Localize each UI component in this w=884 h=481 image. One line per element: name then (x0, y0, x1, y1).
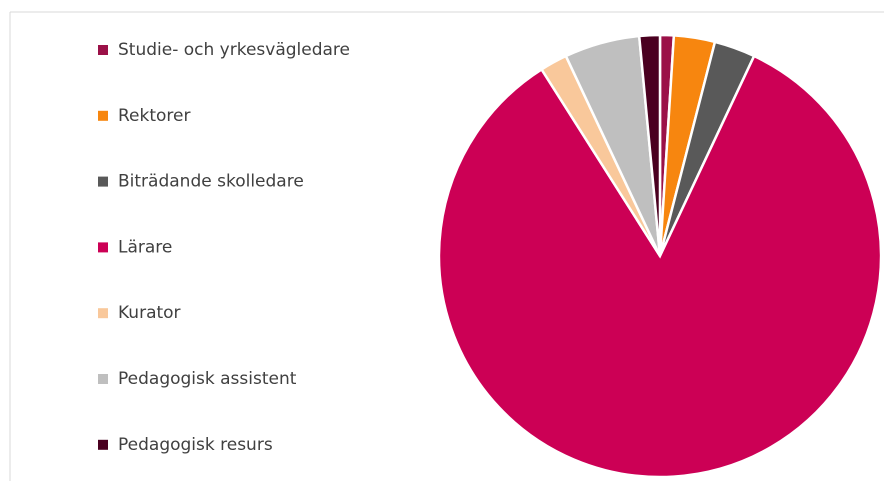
legend-swatch (98, 374, 108, 384)
legend-label: Lärare (118, 237, 172, 257)
legend-swatch (98, 439, 108, 450)
legend-swatch (98, 110, 108, 121)
pie-slice (637, 33, 662, 257)
legend-swatch (98, 308, 108, 319)
pie-slice (437, 54, 883, 479)
legend-label: Studie- och yrkesvägledare (118, 40, 350, 60)
legend-swatch (98, 176, 108, 187)
legend-label: Rektorer (118, 106, 190, 126)
legend-label: Pedagogisk resurs (118, 435, 273, 455)
legend-swatch (98, 242, 108, 253)
legend-label: Biträdande skolledare (118, 172, 304, 192)
legend-label: Pedagogisk assistent (118, 369, 297, 389)
legend-swatch (98, 45, 108, 55)
legend-label: Kurator (118, 303, 181, 323)
